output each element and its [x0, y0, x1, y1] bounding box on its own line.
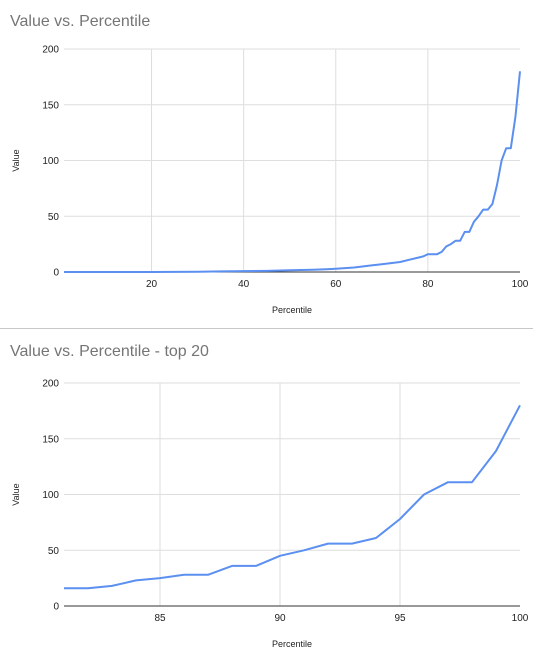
y-tick-label: 0 — [53, 268, 59, 279]
line-chart-overall: 0 50 100 150 200 20 40 60 80 100 Percentile Value — [11, 45, 529, 316]
x-tick-label: 40 — [238, 279, 250, 290]
chart-panel-top20: Value vs. Percentile - top 20 0 50 100 150 2… — [0, 330, 533, 657]
chart-title: Value vs. Percentile — [10, 13, 151, 30]
x-tick-label: 60 — [330, 279, 342, 290]
x-tick-label: 20 — [146, 279, 158, 290]
y-tick-label: 150 — [42, 434, 59, 445]
line-chart-top20: 0 50 100 150 200 85 90 95 100 Percentile Value — [11, 379, 529, 650]
series-line — [64, 71, 521, 273]
y-tick-label: 200 — [42, 379, 59, 390]
y-axis-label: Value — [11, 483, 21, 505]
y-tick-label: 50 — [48, 212, 60, 223]
x-tick-label: 85 — [154, 613, 166, 624]
chart-title: Value vs. Percentile - top 20 — [10, 343, 209, 360]
y-tick-label: 100 — [42, 490, 59, 501]
x-axis-label: Percentile — [272, 305, 312, 315]
x-tick-label: 100 — [512, 613, 529, 624]
x-tick-label: 90 — [274, 613, 286, 624]
chart-panel-overall: Value vs. Percentile 0 50 100 150 200 20 40 60 8… — [0, 0, 533, 328]
y-tick-label: 100 — [42, 156, 59, 167]
y-tick-label: 0 — [53, 602, 59, 613]
panel-divider — [0, 328, 533, 329]
x-axis-label: Percentile — [272, 639, 312, 649]
y-tick-label: 150 — [42, 100, 59, 111]
x-tick-label: 100 — [512, 279, 529, 290]
x-tick-label: 80 — [422, 279, 434, 290]
y-tick-label: 200 — [42, 45, 59, 56]
series-line — [64, 404, 521, 590]
x-tick-label: 95 — [394, 613, 406, 624]
y-axis-label: Value — [11, 149, 21, 171]
y-tick-label: 50 — [48, 546, 60, 557]
